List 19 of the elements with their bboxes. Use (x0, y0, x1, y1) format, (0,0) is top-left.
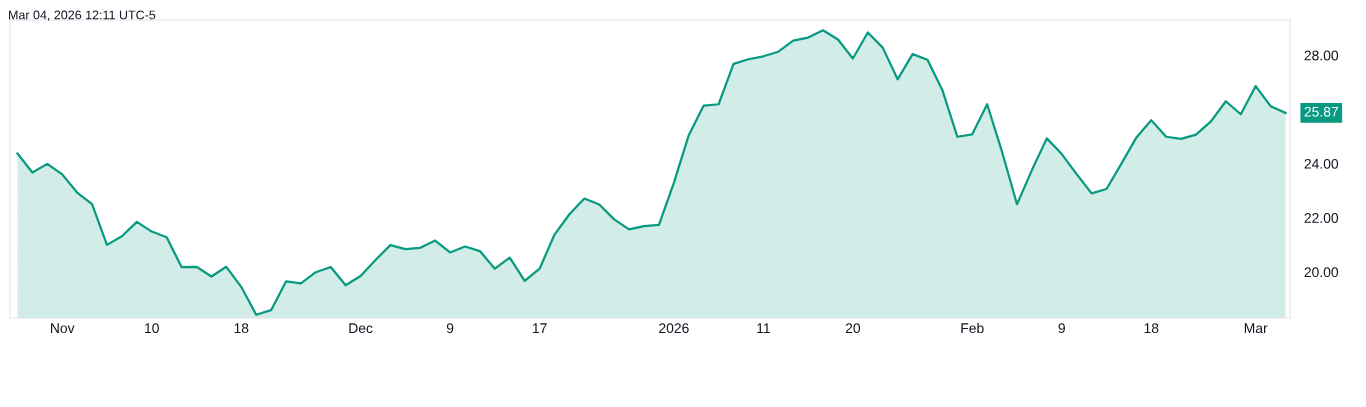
x-tick-label: Feb (961, 322, 984, 334)
x-tick-label: 9 (1058, 323, 1065, 334)
x-tick-label: 2026 (659, 323, 689, 334)
x-tick-label: 18 (1144, 323, 1159, 334)
x-tick-label: Nov (51, 323, 75, 334)
y-tick-label: 24.00 (1304, 158, 1339, 169)
annotation: Mar 04, 2026 12:11 UTC-5 (9, 10, 156, 21)
y-tick-label: 20.00 (1304, 267, 1339, 278)
x-tick-label: 17 (532, 323, 547, 333)
x-tick-label: 10 (145, 323, 159, 334)
x-tick-label: 11 (757, 323, 770, 333)
x-tick-label: 18 (234, 323, 249, 334)
x-tick-label: 9 (446, 323, 454, 334)
x-tick-label: 20 (845, 323, 861, 334)
text: 25.87 (1304, 106, 1338, 117)
y-tick-label: 28.00 (1304, 50, 1339, 61)
x-tick-label: Dec (349, 323, 373, 334)
x-tick-label: Mar (1244, 323, 1268, 334)
y-tick-label: 22.00 (1304, 213, 1339, 223)
